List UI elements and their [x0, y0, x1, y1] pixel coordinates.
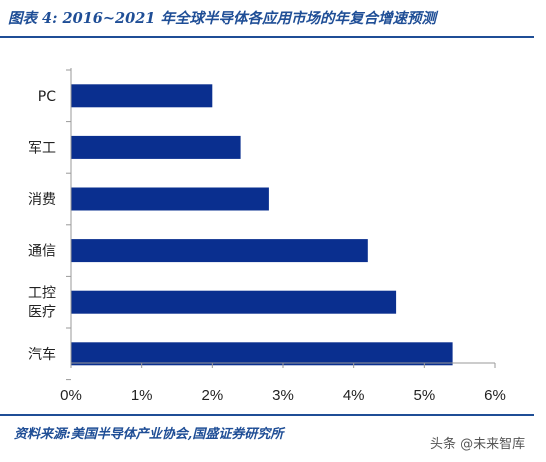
category-label-3: 通信	[28, 244, 56, 260]
footer-divider	[0, 414, 534, 416]
bar-5	[71, 342, 453, 366]
bars-group	[71, 84, 453, 366]
watermark: 头条 @未来智库	[430, 437, 526, 452]
bar-4	[71, 290, 397, 314]
category-label-1: 军工	[28, 140, 56, 156]
x-tick-label: 0%	[60, 387, 82, 404]
category-label-4-0: 工控	[28, 286, 56, 302]
category-label-2: 消费	[28, 192, 56, 208]
bar-3	[71, 239, 368, 263]
bar-1	[71, 135, 241, 159]
x-tick-label: 3%	[272, 387, 294, 404]
category-label-5: 汽车	[28, 346, 56, 363]
x-tick-label: 5%	[413, 387, 435, 404]
x-tick-label: 1%	[131, 387, 153, 404]
bar-0	[71, 84, 213, 108]
x-tick-label: 6%	[484, 387, 506, 404]
category-label-4-1: 医疗	[28, 305, 56, 321]
source-note: 资料来源:美国半导体产业协会,国盛证券研究所	[14, 427, 284, 442]
category-label-0: PC	[38, 89, 56, 105]
bar-2	[71, 187, 269, 211]
x-tick-label: 2%	[201, 387, 223, 404]
page-title: 图表 4: 2016~2021 年全球半导体各应用市场的年复合增速预测	[8, 10, 436, 27]
header-divider	[0, 36, 534, 38]
x-axis: 0% 1% 2% 3% 4% 5% 6%	[60, 68, 506, 404]
x-tick-label: 4%	[343, 387, 365, 404]
